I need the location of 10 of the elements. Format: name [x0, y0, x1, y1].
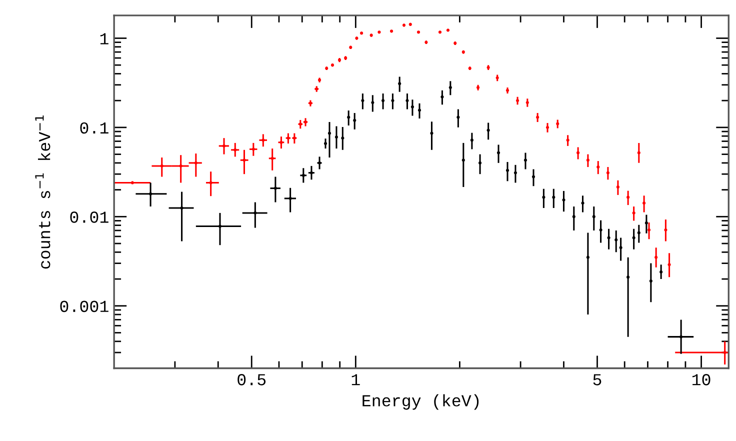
y-tick-label: 1: [100, 33, 108, 44]
x-tick-label: 0.5: [238, 374, 266, 386]
y-tick-label: 0.01: [70, 212, 108, 223]
x-tick-label: 10: [692, 374, 710, 386]
y-tick-label: 0.1: [80, 122, 108, 134]
y-tick-label: 0.001: [60, 300, 108, 312]
x-tick-label: 1: [352, 374, 360, 386]
y-axis-title: counts s$^{−1}$ keV$^{−1}$: [35, 116, 50, 269]
x-tick-label: 5: [593, 374, 602, 386]
x-axis-title: Energy (keV): [362, 394, 479, 410]
